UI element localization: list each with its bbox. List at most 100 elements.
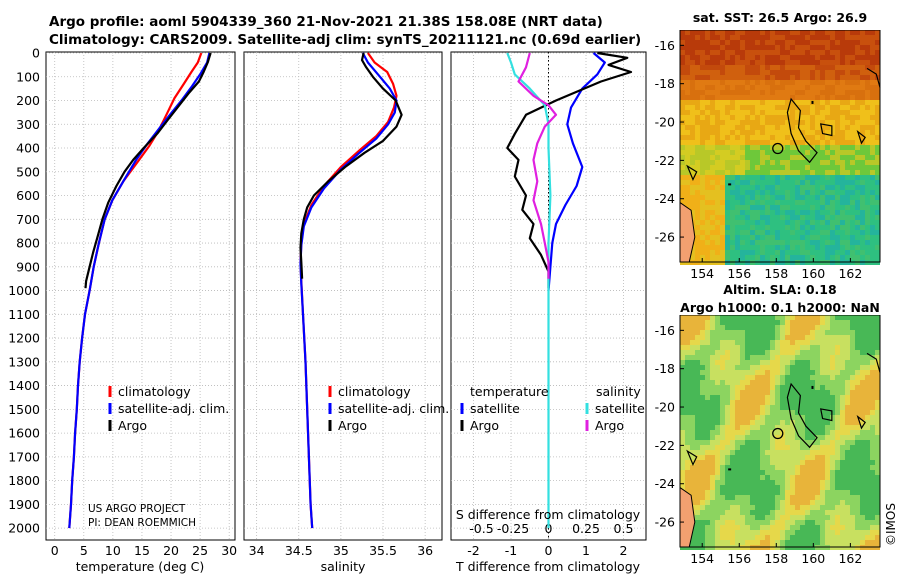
- lat-tick-label: -18: [655, 361, 675, 376]
- sst-field: [680, 30, 880, 265]
- lon-tick-label: 156: [727, 551, 751, 566]
- argo-float-location: [772, 142, 784, 155]
- pi-annotation: PI: DEAN ROEMMICH: [88, 517, 196, 529]
- title-line-2: Climatology: CARS2009. Satellite-adj cli…: [49, 32, 642, 48]
- depth-tick-label: 1400: [8, 378, 40, 393]
- x-tick-label: 15: [134, 543, 150, 558]
- x-tick-label: 35.5: [369, 543, 397, 558]
- depth-tick-label: 1600: [8, 426, 40, 441]
- series-line-satellite-adj-clim-: [68, 52, 211, 529]
- x-tick-label: 1: [582, 543, 590, 558]
- salinity-tick-labels: 34 34.5 35 35.5 36: [249, 543, 433, 558]
- x-tick-label: 0: [545, 543, 553, 558]
- x-tick-label: 35: [333, 543, 349, 558]
- lon-tick-label: 162: [838, 551, 862, 566]
- depth-tick-label: 1300: [8, 354, 40, 369]
- depth-tick-labels: 0 100 200 300 400 500 600 700 800 900 1000 1100 1200…: [8, 46, 40, 536]
- lat-tick-label: -26: [655, 515, 675, 530]
- salinity-grid: [244, 52, 442, 540]
- depth-tick-label: 300: [16, 117, 40, 132]
- x-tick-label: 10: [105, 543, 121, 558]
- temperature-axis-label: temperature (deg C): [76, 559, 205, 574]
- lat-tick-label: -24: [655, 191, 675, 206]
- s-tick-label: 0.5: [614, 521, 634, 536]
- salinity-axis-label: salinity: [321, 559, 366, 574]
- project-annotation: US ARGO PROJECT: [88, 503, 186, 515]
- lon-tick-label: 158: [764, 266, 788, 281]
- s-difference-tick-labels: -0.5 -0.25 0 0.25 0.5: [469, 521, 633, 536]
- x-tick-label: 36: [417, 543, 433, 558]
- legend-label-climatology: climatology: [118, 384, 191, 399]
- depth-tick-label: 400: [16, 141, 40, 156]
- lon-tick-label: 154: [690, 266, 714, 281]
- x-tick-label: -2: [467, 543, 479, 558]
- series-line-satellite-adj-clim-: [299, 52, 398, 529]
- x-tick-label: 25: [192, 543, 208, 558]
- lat-tick-label: -22: [655, 438, 675, 453]
- depth-tick-label: 200: [16, 93, 40, 108]
- reef-dot: [811, 100, 814, 104]
- depth-tick-label: 600: [16, 188, 40, 203]
- legend-label-argo: Argo: [338, 418, 367, 433]
- lon-tick-label: 156: [727, 266, 751, 281]
- sla-map-title-2: Argo h1000: 0.1 h2000: NaN: [680, 300, 880, 315]
- temperature-grid: [46, 52, 235, 540]
- x-tick-label: 0: [51, 543, 59, 558]
- depth-tick-label: 900: [16, 259, 40, 274]
- difference-legend: temperature salinity satellite Argo sate…: [460, 384, 645, 433]
- series-line-temperature-argo: [506, 51, 633, 289]
- temperature-lines: [68, 52, 212, 529]
- depth-tick-label: 800: [16, 236, 40, 251]
- lat-tick-label: -22: [655, 153, 675, 168]
- salinity-legend: climatology satellite-adj. clim. Argo: [328, 384, 449, 433]
- lon-tick-label: 158: [764, 551, 788, 566]
- series-line-salinity-argo: [517, 52, 558, 279]
- depth-tick-label: 1800: [8, 473, 40, 488]
- depth-tick-label: 1200: [8, 331, 40, 346]
- depth-tick-label: 1100: [8, 307, 40, 322]
- depth-tick-label: 100: [16, 69, 40, 84]
- salinity-plot-area: [243, 51, 443, 541]
- lon-tick-label: 160: [801, 266, 825, 281]
- series-line-salinity-satellite: [506, 52, 552, 529]
- argo-float-location: [772, 427, 784, 440]
- reef-dot: [811, 385, 814, 389]
- legend-label-t-argo: Argo: [470, 418, 499, 433]
- temperature-plot-area: [45, 51, 236, 541]
- x-tick-label: 20: [163, 543, 179, 558]
- s-tick-label: 0: [545, 521, 553, 536]
- depth-tick-label: 1500: [8, 402, 40, 417]
- reef-contours: [686, 67, 881, 182]
- depth-tick-label: 0: [32, 46, 40, 61]
- lon-tick-label: 162: [838, 266, 862, 281]
- x-tick-label: -1: [505, 543, 517, 558]
- lat-tick-label: -18: [655, 76, 675, 91]
- legend-label-s-argo: Argo: [595, 418, 624, 433]
- t-difference-tick-labels: -2 -1 0 1 2: [467, 543, 627, 558]
- s-difference-axis-label: S difference from climatology: [456, 507, 641, 522]
- s-tick-label: 0.25: [572, 521, 600, 536]
- x-tick-label: 30: [221, 543, 237, 558]
- x-tick-label: 2: [620, 543, 628, 558]
- t-difference-axis-label: T difference from climatology: [455, 559, 641, 574]
- salinity-lines: [299, 52, 403, 529]
- lat-tick-label: -16: [655, 323, 675, 338]
- sst-map-title: sat. SST: 26.5 Argo: 26.9: [692, 10, 868, 25]
- series-line-argo: [299, 52, 403, 279]
- lon-tick-label: 160: [801, 551, 825, 566]
- lat-tick-label: -20: [655, 400, 675, 415]
- series-line-temperature-satellite: [547, 52, 606, 291]
- legend-label-argo: Argo: [118, 418, 147, 433]
- depth-tick-label: 1700: [8, 449, 40, 464]
- title-line-1: Argo profile: aoml 5904339_360 21-Nov-20…: [49, 14, 603, 30]
- s-tick-label: -0.5: [469, 521, 493, 536]
- legend-label-satellite: satellite-adj. clim.: [118, 401, 229, 416]
- lat-tick-label: -26: [655, 230, 675, 245]
- sst-map: -16 -18 -20 -22 -24 -26 154 156 158 160 162: [655, 30, 881, 281]
- temperature-tick-labels: 0 5 10 15 20 25 30: [51, 543, 237, 558]
- lat-tick-label: -20: [655, 115, 675, 130]
- reef-dot: [728, 468, 732, 471]
